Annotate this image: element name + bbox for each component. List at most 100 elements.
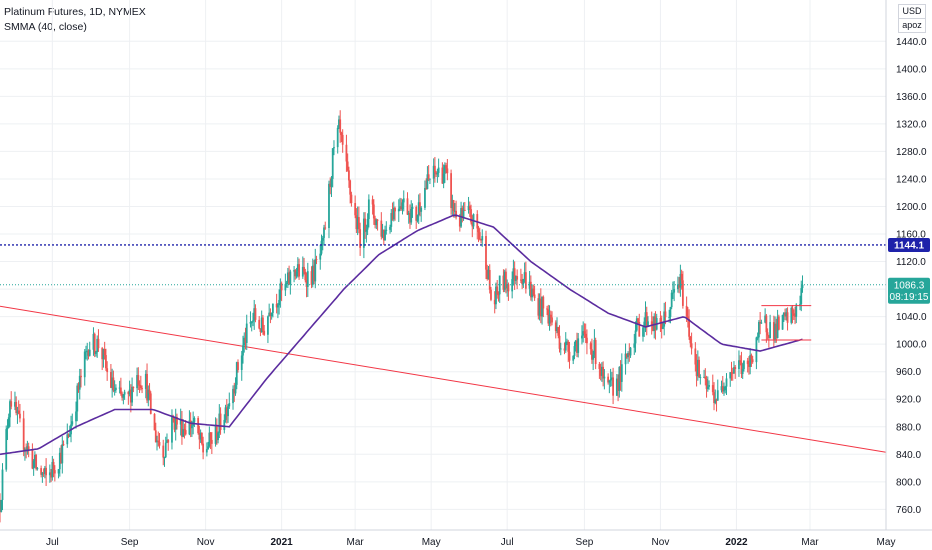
candle-body: [757, 322, 760, 338]
candle-body: [96, 338, 99, 353]
candle-body: [10, 401, 13, 407]
candle-body: [122, 394, 125, 398]
candle-body: [733, 367, 735, 374]
candle: [350, 191, 353, 207]
candle: [119, 377, 122, 396]
candle-body: [174, 417, 177, 430]
currency-button[interactable]: USD: [902, 6, 922, 16]
candle-body: [468, 205, 471, 210]
candle-body: [397, 208, 400, 212]
candle-body: [339, 119, 342, 133]
candle-body: [310, 271, 313, 285]
candle: [225, 399, 228, 424]
candle: [760, 319, 763, 324]
candle-body: [173, 417, 176, 430]
trendline-layer: [0, 305, 887, 453]
candle: [777, 314, 780, 331]
y-tick-label: 960.0: [896, 367, 921, 378]
candle: [183, 423, 186, 439]
candle: [275, 293, 278, 314]
candle: [748, 356, 750, 375]
candle: [167, 439, 170, 451]
candle-body: [471, 222, 474, 227]
candle: [92, 327, 95, 356]
candle: [131, 377, 133, 407]
candle: [171, 409, 173, 450]
candle-body: [652, 324, 654, 331]
candle-body: [446, 168, 449, 174]
candle-body: [784, 312, 786, 317]
candle-body: [348, 170, 350, 181]
candle-body: [507, 284, 510, 292]
candle-body: [609, 379, 612, 381]
y-tick-label: 1440.0: [896, 37, 927, 48]
candle: [349, 179, 352, 204]
candle: [582, 321, 585, 343]
candle: [618, 366, 621, 398]
candle: [681, 271, 684, 309]
candle: [537, 293, 540, 320]
candle: [105, 348, 107, 371]
candle: [628, 343, 631, 362]
candle: [541, 296, 543, 325]
candle-body: [390, 213, 393, 227]
candle: [434, 156, 436, 183]
candle-body: [721, 386, 724, 392]
candle-body: [367, 199, 370, 220]
candle-body: [210, 439, 213, 444]
candle-body: [121, 393, 124, 398]
candle-body: [429, 178, 431, 180]
candle-body: [791, 307, 794, 314]
candle-body: [5, 429, 8, 470]
candle-body: [584, 333, 587, 338]
candle-body: [171, 417, 173, 443]
candle: [549, 310, 552, 327]
indicator-label[interactable]: SMMA (40, close): [4, 21, 87, 33]
candle: [739, 355, 742, 366]
candle-body: [189, 420, 192, 429]
candle: [384, 225, 386, 241]
candle: [267, 315, 269, 344]
candle: [106, 361, 109, 381]
candle-body: [237, 362, 239, 370]
candle-body: [598, 364, 601, 369]
candle-body: [506, 284, 509, 289]
candle: [6, 419, 9, 440]
candle: [45, 458, 48, 487]
candle-body: [453, 210, 456, 212]
candle: [572, 355, 575, 365]
candle-body: [336, 127, 339, 148]
candle-body: [769, 322, 772, 339]
candle: [0, 499, 3, 513]
candle-body: [531, 288, 533, 298]
candle-body: [32, 460, 35, 469]
candle: [232, 385, 234, 410]
candle: [427, 165, 430, 182]
candle: [129, 384, 132, 413]
candle-body: [516, 276, 519, 280]
scale-mode-button[interactable]: apoz: [899, 18, 925, 32]
candle: [296, 257, 299, 278]
candle-body: [790, 307, 793, 323]
candle-body: [748, 364, 750, 367]
candle: [328, 180, 330, 239]
y-tick-label: 1320.0: [896, 119, 927, 130]
candle: [637, 317, 639, 325]
candle: [730, 361, 733, 381]
candle: [642, 325, 644, 342]
candle-body: [557, 327, 560, 336]
candle: [557, 326, 560, 339]
candle: [41, 471, 44, 483]
candle: [14, 391, 16, 411]
candle: [80, 368, 82, 388]
time-axis[interactable]: Jul Sep Nov 2021 Mar May Jul Sep Nov 2022 Mar May: [0, 529, 932, 548]
candle-body: [365, 229, 368, 232]
price-axis[interactable]: 760.0 800.0 840.0 880.0 920.0 960.0 1000.0 1040…: [885, 0, 930, 530]
candle-body: [200, 432, 203, 444]
candle-body: [487, 269, 490, 280]
candle-body: [435, 172, 438, 175]
candle: [401, 199, 404, 215]
symbol-title[interactable]: Platinum Futures, 1D, NYMEX: [4, 6, 146, 18]
candle-body: [9, 401, 11, 418]
